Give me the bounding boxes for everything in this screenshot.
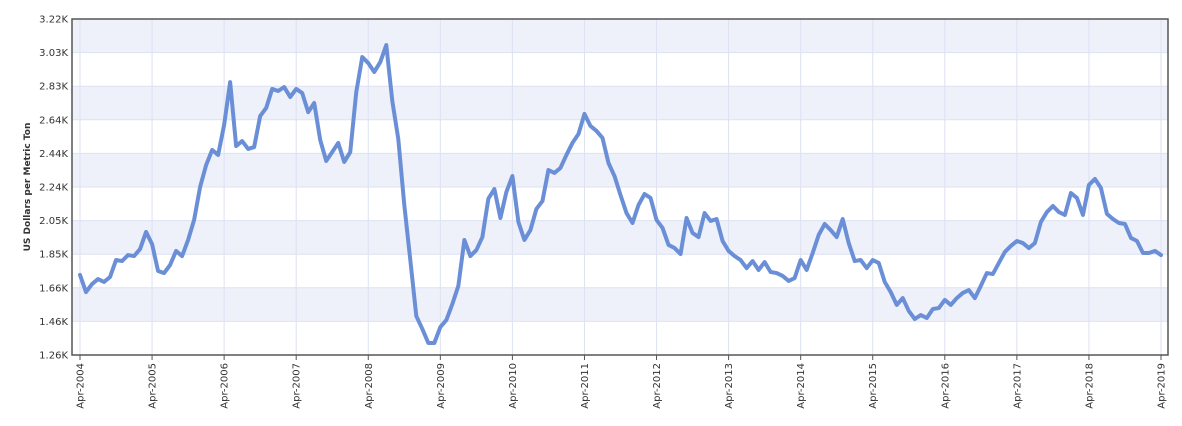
y-tick-label: 2.24K (39, 183, 68, 194)
y-tick-label: 3.03K (39, 48, 68, 59)
x-tick-label: Apr-2012 (652, 363, 663, 409)
grid-band (72, 321, 1168, 355)
grid-band (72, 254, 1168, 288)
x-tick-label: Apr-2006 (220, 363, 231, 409)
grid-band (72, 153, 1168, 187)
x-tick-label: Apr-2008 (364, 363, 375, 409)
x-tick-label: Apr-2010 (508, 363, 519, 409)
y-tick-label: 3.22K (39, 15, 68, 26)
y-tick-label: 1.46K (39, 317, 68, 328)
grid-band (72, 287, 1168, 322)
x-tick-label: Apr-2018 (1084, 363, 1095, 409)
x-tick-label: Apr-2005 (148, 363, 159, 409)
x-tick-label: Apr-2016 (940, 363, 951, 409)
x-tick-label: Apr-2017 (1012, 363, 1023, 409)
grid-band (72, 86, 1168, 120)
y-tick-label: 1.66K (39, 283, 68, 294)
x-tick-label: Apr-2014 (796, 363, 807, 409)
y-tick-label: 1.85K (39, 250, 68, 261)
x-tick-label: Apr-2011 (580, 363, 591, 409)
grid-band (72, 19, 1168, 53)
y-tick-label: 2.44K (39, 149, 68, 160)
data-line (78, 43, 1163, 345)
x-tick-label: Apr-2019 (1157, 363, 1168, 409)
grid-band (72, 52, 1168, 87)
plot-border (71, 18, 1169, 356)
x-tick-label: Apr-2013 (724, 363, 735, 409)
y-axis-title: US Dollars per Metric Ton (23, 123, 33, 252)
x-tick-label: Apr-2015 (868, 363, 879, 409)
x-tick-label: Apr-2007 (292, 363, 303, 409)
grid-band (72, 220, 1168, 255)
y-tick-label: 2.64K (39, 115, 68, 126)
y-tick-label: 1.26K (39, 351, 68, 362)
x-tick-label: Apr-2004 (76, 363, 87, 409)
y-tick-label: 2.05K (39, 216, 68, 227)
x-tick-label: Apr-2009 (436, 363, 447, 409)
y-tick-label: 2.83K (39, 82, 68, 93)
